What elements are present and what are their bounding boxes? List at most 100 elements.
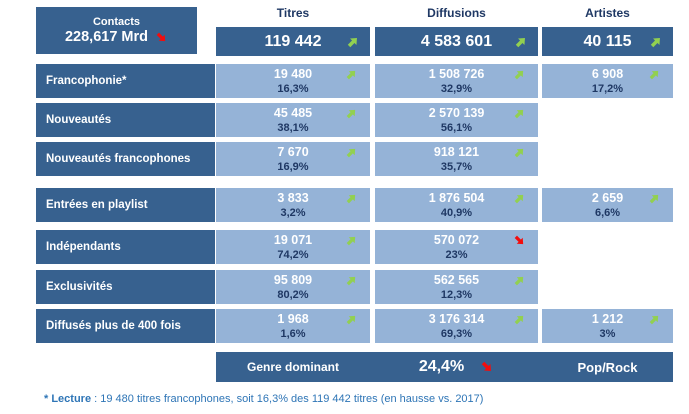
- cell-percent: 6,6%: [594, 206, 621, 219]
- total-titres: 119 442: [216, 27, 370, 56]
- row-label: Indépendants: [36, 230, 215, 264]
- cell-value: 95 809: [273, 272, 313, 287]
- trend-up-icon: [648, 313, 661, 326]
- cell-percent: 3,2%: [280, 206, 306, 219]
- cell-percent: 74,2%: [277, 248, 309, 261]
- cell-value: 7 670: [277, 144, 309, 159]
- trend-down-icon: [513, 234, 526, 247]
- trend-down-icon: [155, 31, 168, 44]
- trend-up-icon: [345, 192, 358, 205]
- column-header-artistes: Artistes: [585, 6, 630, 20]
- summary-label: Genre dominant: [246, 360, 339, 374]
- column-header-titres: Titres: [276, 6, 310, 20]
- cell-value: 1 212: [591, 311, 624, 326]
- cell-titres: 95 809 80,2%: [216, 270, 370, 304]
- cell-diffusions: 562 565 12,3%: [375, 270, 538, 304]
- row-label: Nouveautés francophones: [36, 142, 215, 176]
- trend-up-icon: [345, 234, 358, 247]
- cell-titres: 3 833 3,2%: [216, 188, 370, 222]
- summary-value: 24,4%: [418, 358, 465, 375]
- row-exclusivites: Exclusivités 95 809 80,2% 562 565 12,3%: [0, 270, 689, 304]
- cell-titres: 19 480 16,3%: [216, 64, 370, 98]
- row-diffuses-plus-de-400-fois: Diffusés plus de 400 fois 1 968 1,6% 3 1…: [0, 309, 689, 343]
- footnote-text: : 19 480 titres francophones, soit 16,3%…: [91, 393, 484, 405]
- cell-value: 2 659: [591, 190, 624, 205]
- trend-up-icon: [648, 68, 661, 81]
- cell-titres: 45 485 38,1%: [216, 103, 370, 137]
- trend-up-icon: [513, 146, 526, 159]
- cell-artistes: 1 212 3%: [542, 309, 673, 343]
- cell-percent: 23%: [445, 248, 468, 261]
- cell-percent: 17,2%: [591, 82, 624, 95]
- trend-up-icon: [513, 313, 526, 326]
- cell-diffusions: 1 876 504 40,9%: [375, 188, 538, 222]
- cell-percent: 16,9%: [277, 160, 309, 173]
- cell-percent: 56,1%: [440, 121, 473, 134]
- cell-diffusions: 2 570 139 56,1%: [375, 103, 538, 137]
- trend-up-icon: [513, 107, 526, 120]
- cell-value: 6 908: [591, 66, 624, 81]
- cell-value: 562 565: [433, 272, 480, 287]
- cell-percent: 32,9%: [440, 82, 473, 95]
- row-label: Francophonie*: [36, 64, 215, 98]
- cell-percent: 80,2%: [277, 288, 309, 301]
- total-titres-value: 119 442: [264, 32, 322, 50]
- trend-up-icon: [345, 146, 358, 159]
- cell-titres: 1 968 1,6%: [216, 309, 370, 343]
- cell-value: 3 176 314: [428, 311, 485, 326]
- row-label: Nouveautés: [36, 103, 215, 137]
- trend-up-icon: [513, 68, 526, 81]
- column-header-diffusions: Diffusions: [427, 6, 486, 20]
- cell-value: 45 485: [273, 105, 313, 120]
- cell-percent: 69,3%: [440, 327, 473, 340]
- row-independants: Indépendants 19 071 74,2% 570 072 23%: [0, 230, 689, 264]
- cell-diffusions: 3 176 314 69,3%: [375, 309, 538, 343]
- cell-titres: 19 071 74,2%: [216, 230, 370, 264]
- total-artistes-value: 40 115: [583, 32, 632, 50]
- cell-value: 19 071: [273, 232, 313, 247]
- total-diffusions: 4 583 601: [375, 27, 538, 56]
- row-label: Exclusivités: [36, 270, 215, 304]
- cell-diffusions: 918 121 35,7%: [375, 142, 538, 176]
- cell-artistes: 6 908 17,2%: [542, 64, 673, 98]
- contacts-label: Contacts: [92, 16, 141, 28]
- trend-up-icon: [514, 35, 528, 49]
- cell-percent: 3%: [599, 327, 616, 340]
- cell-value: 19 480: [273, 66, 313, 81]
- cell-percent: 35,7%: [440, 160, 473, 173]
- cell-percent: 16,3%: [277, 82, 309, 95]
- cell-value: 2 570 139: [428, 105, 485, 120]
- total-artistes: 40 115: [542, 27, 673, 56]
- row-francophonie: Francophonie* 19 480 16,3% 1 508 726 32,…: [0, 64, 689, 98]
- trend-up-icon: [345, 68, 358, 81]
- cell-percent: 1,6%: [280, 327, 306, 340]
- trend-up-icon: [345, 274, 358, 287]
- cell-titres: 7 670 16,9%: [216, 142, 370, 176]
- cell-percent: 38,1%: [277, 121, 309, 134]
- cell-value: 1 968: [277, 311, 309, 326]
- footnote-prefix: * Lecture: [44, 393, 92, 405]
- row-nouveautes: Nouveautés 45 485 38,1% 2 570 139 56,1%: [0, 103, 689, 137]
- row-nouveautes-francophones: Nouveautés francophones 7 670 16,9% 918 …: [0, 142, 689, 176]
- trend-up-icon: [513, 192, 526, 205]
- trend-up-icon: [649, 35, 663, 49]
- summary-genre: Pop/Rock: [577, 359, 638, 375]
- trend-up-icon: [346, 35, 360, 49]
- row-label: Diffusés plus de 400 fois: [36, 309, 215, 343]
- cell-value: 1 876 504: [428, 190, 485, 205]
- trend-up-icon: [345, 313, 358, 326]
- trend-up-icon: [345, 107, 358, 120]
- row-label: Entrées en playlist: [36, 188, 215, 222]
- cell-value: 918 121: [433, 144, 480, 159]
- cell-value: 3 833: [277, 190, 309, 205]
- contacts-value: 228,617 Mrd: [64, 29, 149, 45]
- cell-percent: 40,9%: [440, 206, 473, 219]
- footnote: * Lecture : 19 480 titres francophones, …: [44, 393, 674, 405]
- cell-value: 1 508 726: [428, 66, 485, 81]
- trend-down-icon: [480, 360, 494, 374]
- contacts-box: Contacts 228,617 Mrd: [36, 7, 197, 54]
- cell-artistes: 2 659 6,6%: [542, 188, 673, 222]
- summary-value-group: 24,4%: [375, 352, 538, 382]
- summary-bar: Genre dominant 24,4% Pop/Rock: [216, 352, 673, 382]
- row-entrees-en-playlist: Entrées en playlist 3 833 3,2% 1 876 504…: [0, 188, 689, 222]
